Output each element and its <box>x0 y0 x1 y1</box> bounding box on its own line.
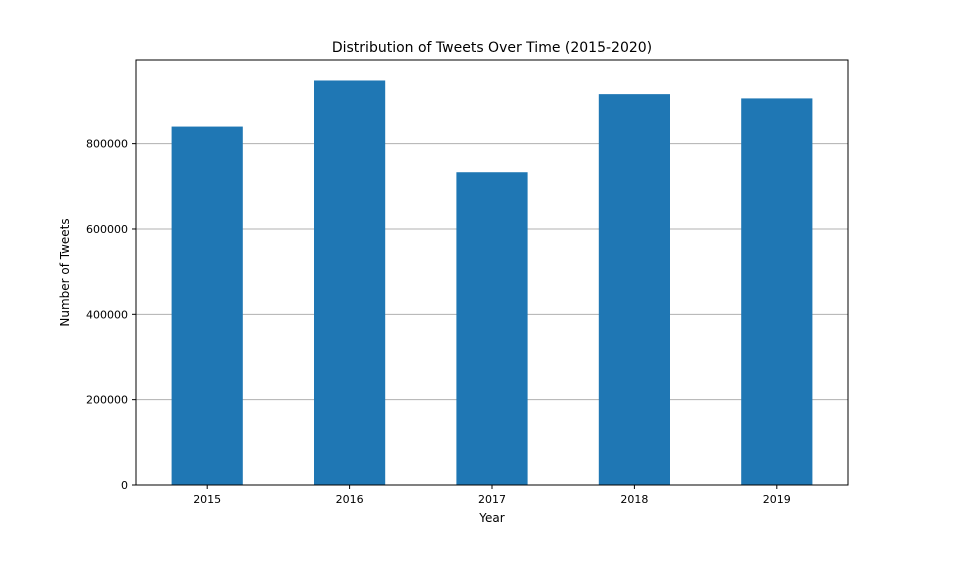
y-axis-label: Number of Tweets <box>58 218 72 326</box>
chart-title: Distribution of Tweets Over Time (2015-2… <box>332 40 652 56</box>
bar-2017 <box>456 172 528 486</box>
bar-2016 <box>314 80 386 485</box>
x-axis-label: Year <box>478 511 504 525</box>
x-tick-label: 2016 <box>336 493 364 506</box>
bars <box>171 80 813 486</box>
x-axis-ticks: 2015 2016 2017 2018 2019 <box>193 485 791 506</box>
x-tick-label: 2015 <box>193 493 221 506</box>
y-tick-label: 0 <box>121 479 128 492</box>
y-tick-label: 600000 <box>86 223 128 236</box>
y-axis-ticks: 0 200000 400000 600000 800000 <box>86 138 136 492</box>
y-tick-label: 400000 <box>86 308 128 321</box>
y-tick-label: 200000 <box>86 394 128 407</box>
x-tick-label: 2018 <box>620 493 648 506</box>
x-tick-label: 2019 <box>763 493 791 506</box>
bar-2019 <box>741 98 813 485</box>
bar-2018 <box>598 94 670 486</box>
y-tick-label: 800000 <box>86 138 128 151</box>
x-tick-label: 2017 <box>478 493 506 506</box>
bar-2015 <box>171 126 243 486</box>
